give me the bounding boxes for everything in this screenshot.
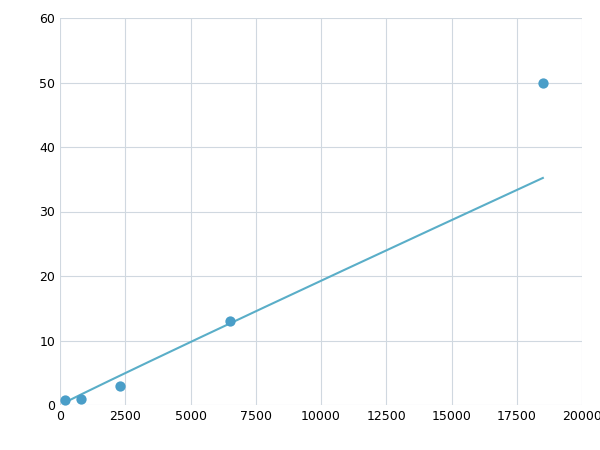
Point — [115, 382, 125, 389]
Point — [538, 79, 548, 86]
Point — [76, 395, 86, 402]
Point — [61, 397, 70, 404]
Point — [225, 318, 235, 325]
